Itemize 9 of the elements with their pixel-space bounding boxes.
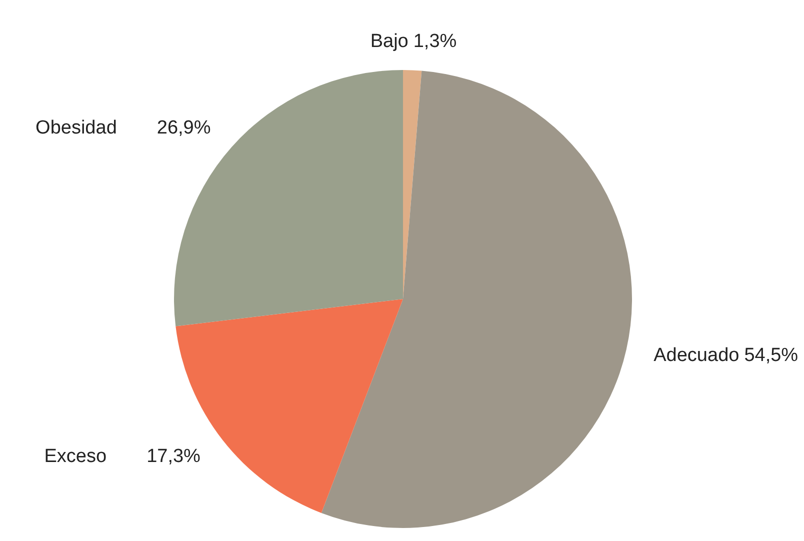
data-label: 1,3% — [413, 31, 457, 52]
data-label: 26,9% — [156, 117, 211, 138]
data-label: 17,3% — [146, 446, 201, 468]
slice-label: Bajo — [370, 31, 408, 52]
slice-label: Exceso — [44, 446, 107, 468]
slice-label: Adecuado — [654, 344, 740, 366]
pie-slice — [403, 70, 422, 299]
data-label: 54,5% — [744, 344, 798, 366]
slice-label: Obesidad — [36, 117, 117, 138]
